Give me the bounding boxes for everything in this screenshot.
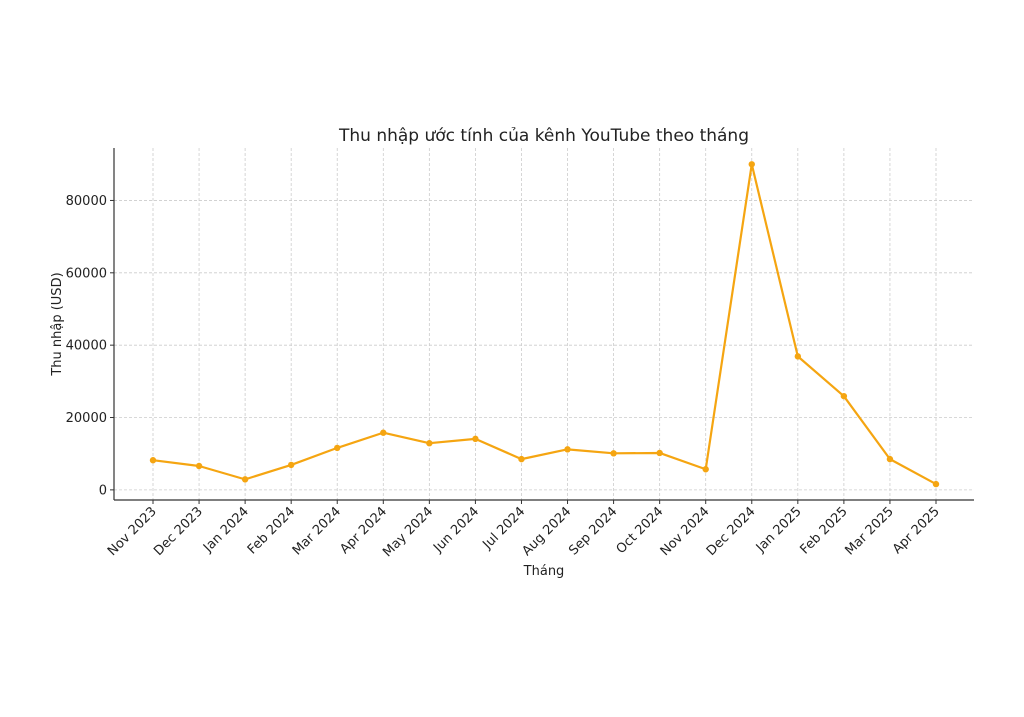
y-tick-label: 60000 <box>66 266 107 281</box>
x-axis-title: Tháng <box>523 564 565 579</box>
data-point <box>794 353 802 360</box>
data-point <box>195 462 203 470</box>
data-point <box>748 161 755 168</box>
data-point <box>702 466 709 473</box>
x-tick-label: Mar 2024 <box>290 504 344 558</box>
y-tick-label: 40000 <box>66 339 107 354</box>
y-tick-label: 0 <box>99 483 107 498</box>
data-point <box>840 392 848 400</box>
data-point <box>656 449 663 457</box>
x-tick-label: Apr 2025 <box>890 504 943 557</box>
y-tick-label: 20000 <box>66 411 107 426</box>
data-point <box>564 446 571 453</box>
x-tick-label: Jan 2024 <box>200 504 252 556</box>
x-tick-label: Sep 2024 <box>566 504 620 558</box>
data-point <box>472 435 479 443</box>
x-tick-label: Dec 2023 <box>151 504 206 559</box>
series-layer <box>149 161 940 488</box>
data-point <box>241 476 249 483</box>
x-tick-label: Jun 2024 <box>430 504 482 556</box>
x-tick-label: May 2024 <box>380 504 436 560</box>
data-point <box>886 455 894 463</box>
x-tick-label: Mar 2025 <box>842 504 896 558</box>
x-tick-label: Nov 2024 <box>658 504 713 559</box>
x-tick-label: Jan 2025 <box>753 504 805 556</box>
y-tick-label: 80000 <box>66 194 107 209</box>
x-tick-label: Nov 2023 <box>105 504 160 559</box>
data-point <box>334 444 341 452</box>
y-ticks: 0 20000 40000 60000 80000 <box>66 194 114 498</box>
data-point <box>518 455 525 463</box>
x-tick-label: Aug 2024 <box>519 504 574 559</box>
data-point <box>287 461 295 469</box>
data-point <box>149 457 157 464</box>
axes <box>113 148 974 501</box>
chart-title: Thu nhập ước tính của kênh YouTube theo … <box>338 126 749 146</box>
x-tick-label: Dec 2024 <box>704 504 759 559</box>
series-line <box>152 163 937 486</box>
data-point <box>932 480 940 488</box>
data-point <box>426 440 433 447</box>
grid <box>114 148 974 500</box>
data-point <box>380 429 387 436</box>
data-point <box>610 450 617 457</box>
y-axis-title: Thu nhập (USD) <box>50 272 65 376</box>
